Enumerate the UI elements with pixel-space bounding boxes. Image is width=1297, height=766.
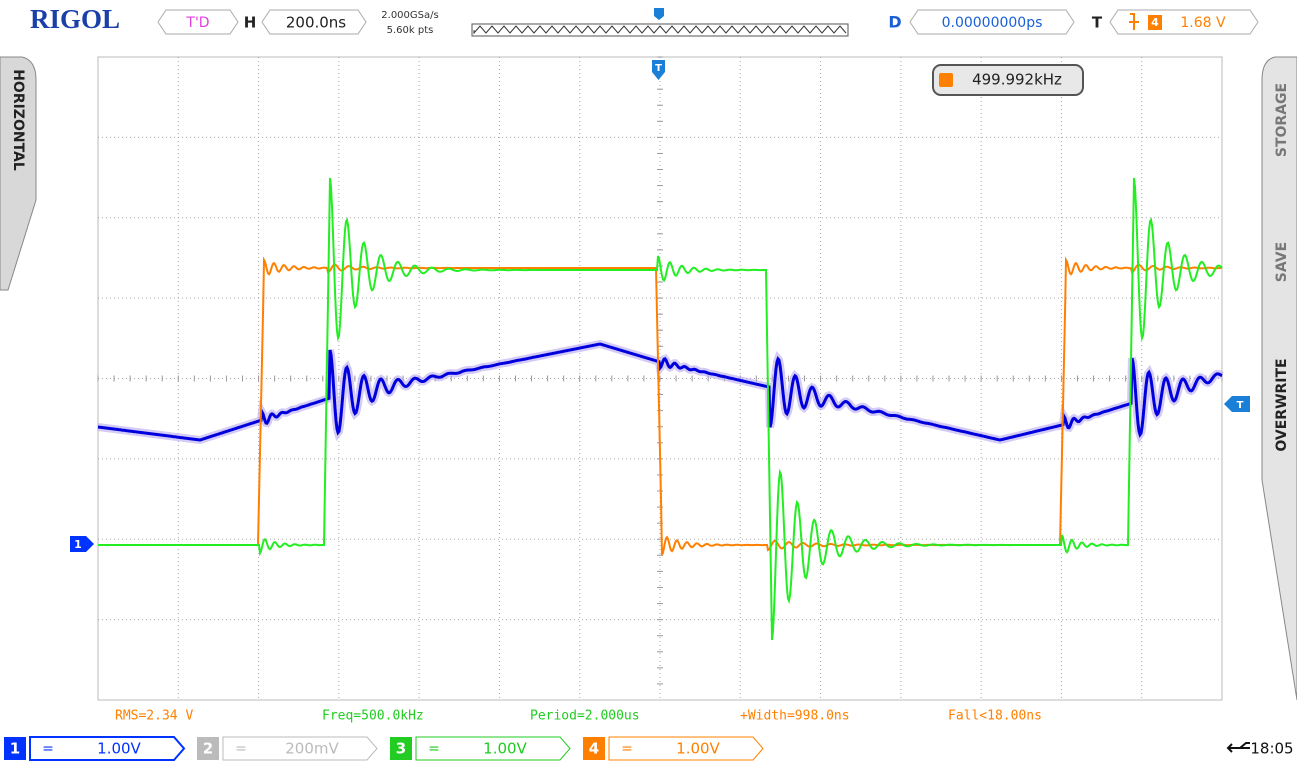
memory-waveform	[473, 25, 847, 35]
channel-coupling: =	[42, 741, 54, 757]
trigger-label: T	[1092, 14, 1103, 32]
trigger-source: 4	[1151, 16, 1159, 29]
trigger-level: 1.68 V	[1180, 15, 1226, 31]
channel-number: 4	[589, 740, 599, 758]
channel-scale: 1.00V	[483, 740, 527, 758]
measurements: RMS=2.34 V Freq=500.0kHz Period=2.000us +Wi…	[115, 709, 1042, 724]
measurement: Freq=500.0kHz	[322, 709, 424, 724]
channel-1-marker-text: 1	[74, 538, 82, 551]
channel-number: 2	[203, 740, 213, 758]
sample-rate: 2.000GSa/s	[381, 10, 438, 21]
measurement: Fall<18.00ns	[948, 709, 1042, 724]
channel-tab[interactable]	[390, 737, 412, 760]
right-menu[interactable]	[1261, 56, 1297, 701]
left-menu[interactable]	[0, 56, 37, 291]
channel-scale-tab[interactable]	[29, 736, 186, 761]
frequency-counter: 499.992kHz	[972, 71, 1062, 89]
waveform-ch3	[98, 177, 1223, 641]
usb-icon	[1226, 742, 1250, 753]
edge-icon	[1129, 13, 1139, 30]
channel-scale-tab[interactable]	[415, 736, 571, 761]
timebase-tab	[261, 9, 367, 35]
channel-scale: 1.00V	[97, 740, 141, 758]
menu-overwrite[interactable]: OVERWRITE	[1274, 358, 1290, 451]
channel-scale: 1.00V	[676, 740, 720, 758]
channel-tab[interactable]	[197, 737, 219, 760]
channel-coupling: =	[428, 741, 440, 757]
channel-scale-tab[interactable]	[608, 736, 764, 761]
delay: 0.00000000ps	[942, 15, 1043, 31]
menu-save[interactable]: SAVE	[1274, 242, 1290, 282]
memory-depth: 5.60k pts	[387, 25, 434, 36]
trigger-position-text: T	[655, 63, 662, 74]
source-box	[1148, 15, 1162, 30]
status-tab	[157, 9, 239, 35]
trigger-pos-icon	[654, 8, 664, 20]
measurement: Period=2.000us	[530, 709, 640, 724]
trigger-status: T'D	[185, 15, 209, 31]
trigger-level-marker-text: T	[1237, 400, 1244, 411]
channel-coupling: =	[621, 741, 633, 757]
channel-number: 3	[396, 740, 406, 758]
trigger-tab	[1109, 9, 1259, 35]
waveform-ch1	[97, 342, 1223, 442]
channel-bar: 1 = 1.00V 2 = 200mV 3 = 1.00V 4 = 1.00V	[4, 736, 764, 761]
brand: RIGOL	[30, 4, 120, 34]
channel-scale: 200mV	[285, 740, 339, 758]
counter-source	[939, 73, 953, 87]
channel-scale-tab[interactable]	[222, 736, 378, 761]
channel-tab[interactable]	[583, 737, 605, 760]
clock: 18:05	[1250, 740, 1293, 758]
trigger-position-marker	[652, 60, 665, 80]
measurement: +Width=998.0ns	[740, 709, 850, 724]
left-menu-label: HORIZONTAL	[10, 69, 26, 171]
channel-number: 1	[10, 740, 20, 758]
horizontal-label: H	[244, 14, 257, 32]
trigger-level-marker	[1224, 396, 1250, 412]
menu-storage[interactable]: STORAGE	[1274, 83, 1290, 157]
channel-1-marker	[70, 536, 94, 552]
timebase: 200.0ns	[286, 14, 346, 32]
channel-coupling: =	[235, 741, 247, 757]
delay-label: D	[888, 13, 901, 32]
counter-box	[932, 64, 1084, 96]
channel-tab[interactable]	[4, 737, 26, 760]
measurement: RMS=2.34 V	[115, 709, 193, 724]
delay-tab	[909, 9, 1075, 35]
memory-bar	[471, 23, 849, 37]
